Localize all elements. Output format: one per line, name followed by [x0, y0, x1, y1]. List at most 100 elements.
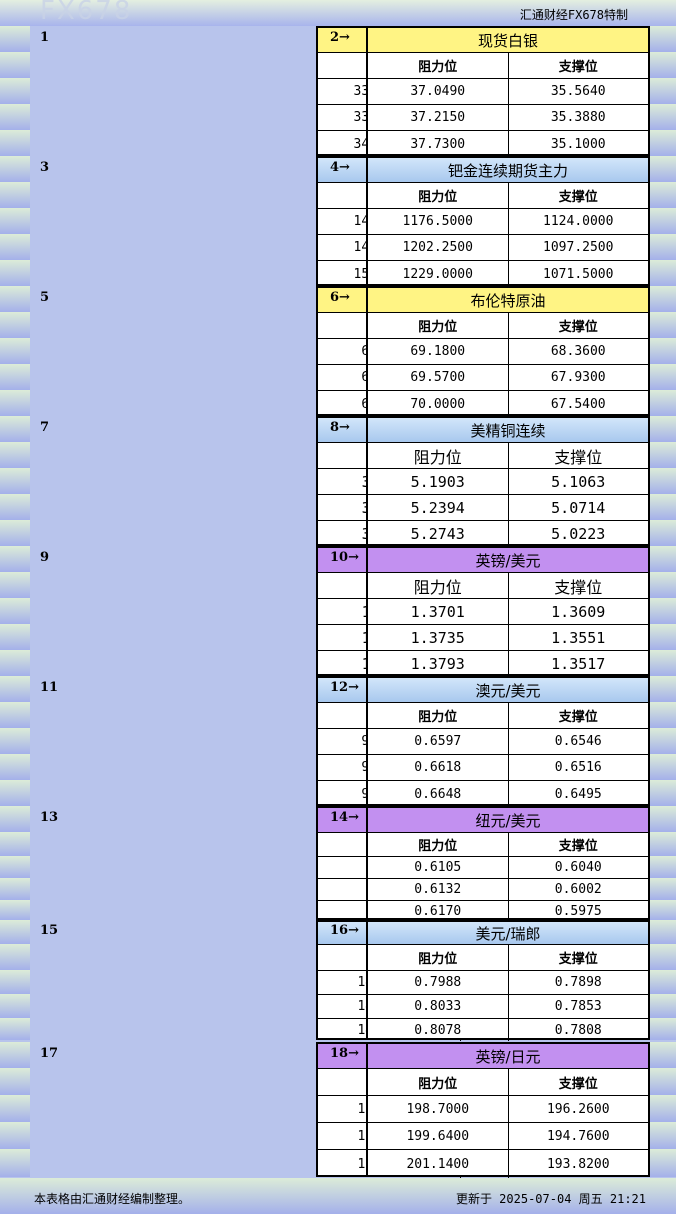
gutter-stripe — [0, 442, 30, 468]
column-header-row: 阻力位 支撑位 — [368, 703, 648, 729]
support-value: 5.0223 — [507, 521, 649, 547]
section-row: 11美元指数阻力位支撑位97.393896.292297.602796.0000… — [0, 676, 676, 807]
price-table: 英镑/日元 阻力位 支撑位 198.7000 196.2600 199.6400 194.7… — [366, 1042, 650, 1178]
gutter-stripe — [0, 598, 30, 624]
column-header-row: 阻力位 支撑位 — [368, 183, 648, 209]
block-number: 15 — [40, 923, 59, 938]
gutter-stripe — [0, 994, 30, 1018]
gutter-stripe — [0, 416, 30, 442]
instrument-title: 英镑/日元 — [368, 1044, 648, 1069]
resistance-header: 阻力位 — [418, 1076, 458, 1092]
gutter-stripe — [0, 26, 30, 52]
instrument-title: 钯金连续期货主力 — [368, 158, 648, 183]
instrument-title: 布伦特原油 — [368, 288, 648, 313]
gutter-stripe — [0, 1122, 30, 1149]
support-value: 1.3517 — [507, 651, 649, 677]
resistance-header: 阻力位 — [418, 190, 458, 205]
block-number: 5 — [40, 290, 50, 305]
support-value: 35.3880 — [507, 105, 649, 130]
support-value: 5.1063 — [507, 469, 649, 494]
gutter-stripe — [0, 572, 30, 598]
instrument-title: 英镑/美元 — [368, 548, 648, 573]
gutter-stripe — [0, 944, 30, 970]
section-row: 13美元/加元阻力位支撑位1.36141.35451.36541.35161.3… — [0, 806, 676, 921]
resistance-value: 69.1800 — [410, 344, 466, 359]
gutter-stripe — [648, 728, 676, 754]
resistance-header: 阻力位 — [418, 320, 458, 335]
resistance-value: 0.8078 — [414, 1022, 462, 1038]
gutter-stripe — [0, 728, 30, 754]
gutter-stripe — [648, 52, 676, 78]
table-row: 5.2743 5.0223 — [368, 521, 648, 547]
section-row: 7天然气连续阻力位支撑位3.53003.34803.64303.27903.71… — [0, 416, 676, 547]
support-value: 0.7853 — [507, 995, 649, 1018]
instrument-title: 纽元/美元 — [368, 808, 648, 833]
brand-label: 汇通财经FX678特制 — [519, 8, 628, 22]
table-row: 69.5700 67.9300 — [368, 365, 648, 391]
support-value: 0.6495 — [507, 781, 649, 807]
gutter-stripe — [648, 208, 676, 234]
gutter-stripe — [648, 920, 676, 944]
gutter-stripe — [0, 1095, 30, 1122]
resistance-value: 1202.2500 — [402, 240, 473, 255]
resistance-header: 阻力位 — [413, 577, 462, 597]
block-number: 18→ — [330, 1046, 359, 1061]
table-row: 37.2150 35.3880 — [368, 105, 648, 131]
block-number: 2→ — [330, 30, 350, 45]
gutter-stripe — [648, 1042, 676, 1068]
gutter-stripe — [0, 1149, 30, 1177]
instrument-title: 现货白银 — [368, 28, 648, 53]
gutter-stripe — [648, 1149, 676, 1177]
resistance-header: 阻力位 — [418, 839, 458, 854]
support-header: 支撑位 — [507, 945, 649, 970]
gutter-stripe — [0, 754, 30, 780]
block-number: 11 — [40, 680, 59, 695]
gutter-stripe — [648, 1122, 676, 1149]
support-header: 支撑位 — [507, 183, 649, 208]
gutter-stripe — [0, 52, 30, 78]
resistance-value: 5.1903 — [410, 472, 465, 491]
support-value: 0.7808 — [507, 1019, 649, 1041]
resistance-value: 1.3735 — [410, 628, 465, 647]
support-value: 0.6040 — [507, 857, 649, 878]
table-row: 1202.2500 1097.2500 — [368, 235, 648, 261]
column-header-row: 阻力位 支撑位 — [368, 833, 648, 857]
support-header: 支撑位 — [507, 53, 649, 78]
resistance-value: 199.6400 — [406, 1128, 470, 1144]
block-number: 6→ — [330, 290, 350, 305]
table-row: 0.6132 0.6002 — [368, 879, 648, 901]
support-header: 支撑位 — [507, 703, 649, 728]
resistance-value: 0.6132 — [414, 882, 462, 897]
gutter-stripe — [0, 806, 30, 832]
table-row: 0.6597 0.6546 — [368, 729, 648, 755]
gutter-stripe — [648, 312, 676, 338]
gutter-stripe — [648, 104, 676, 130]
gutter-stripe — [648, 944, 676, 970]
gutter-stripe — [0, 260, 30, 286]
gutter-stripe — [648, 572, 676, 598]
gutter-stripe — [648, 416, 676, 442]
block-number: 3 — [40, 160, 50, 175]
column-header-row: 阻力位 支撑位 — [368, 443, 648, 469]
resistance-value: 37.2150 — [410, 110, 466, 125]
section-row: 17欧元/日元阻力位支撑位171.0700169.1500171.8200167… — [0, 1042, 676, 1178]
support-value: 5.0714 — [507, 495, 649, 520]
column-header-row: 阻力位 支撑位 — [368, 313, 648, 339]
block-number: 13 — [40, 810, 59, 825]
support-value: 196.2600 — [507, 1096, 649, 1122]
support-value: 193.8200 — [507, 1150, 649, 1178]
block-number: 1 — [40, 30, 50, 45]
table-row: 0.8033 0.7853 — [368, 995, 648, 1019]
resistance-value: 198.7000 — [406, 1101, 470, 1117]
gutter-stripe — [0, 286, 30, 312]
resistance-value: 1.3793 — [410, 655, 465, 673]
resistance-value: 1.3701 — [410, 602, 465, 621]
gutter-stripe — [0, 1042, 30, 1068]
gutter-stripe — [648, 364, 676, 390]
gutter-stripe — [0, 234, 30, 260]
table-row: 0.6618 0.6516 — [368, 755, 648, 781]
gutter-stripe — [648, 832, 676, 856]
resistance-value: 0.6597 — [414, 734, 462, 749]
gutter-stripe — [648, 598, 676, 624]
section-row: 9欧元/美元阻力位支撑位1.18141.17211.18591.16731.19… — [0, 546, 676, 677]
